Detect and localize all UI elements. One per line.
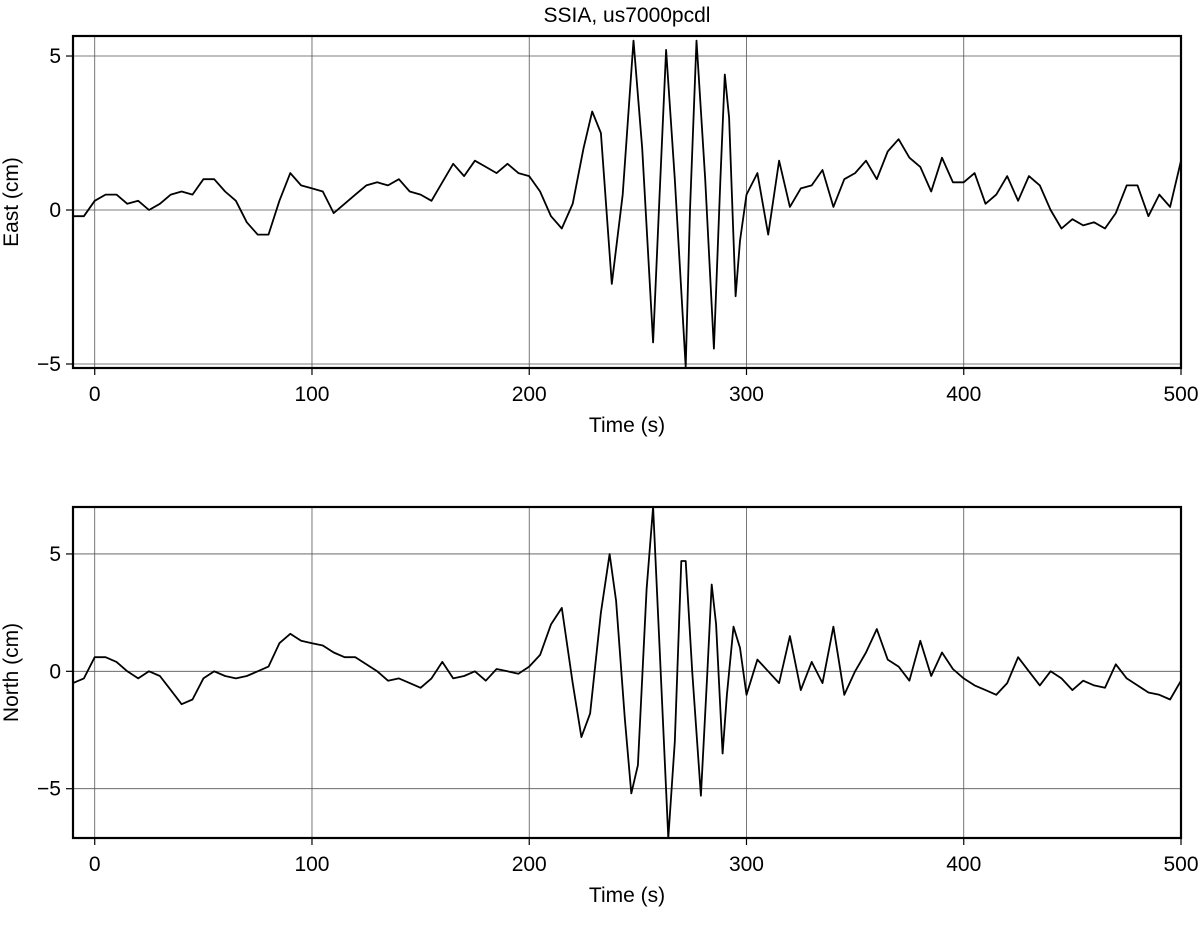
y-tick-label: 0 (49, 660, 61, 683)
x-tick-label: 200 (512, 383, 547, 406)
x-axis-label: Time (s) (589, 414, 665, 437)
x-tick-label: 0 (89, 383, 101, 406)
x-tick-label: 300 (729, 383, 764, 406)
y-tick-label: 0 (49, 199, 61, 222)
x-tick-label: 500 (1163, 383, 1198, 406)
x-tick-label: 100 (294, 383, 329, 406)
x-tick-label: 400 (946, 853, 981, 876)
data-line (73, 39, 1182, 368)
x-tick-label: 200 (512, 853, 547, 876)
x-tick-label: 0 (89, 853, 101, 876)
y-tick-label: 5 (49, 543, 61, 566)
plot-frame (71, 505, 1183, 840)
y-axis-label: North (cm) (0, 623, 23, 722)
x-tick-label: 400 (946, 383, 981, 406)
plot-frame (71, 34, 1183, 370)
x-tick-label: 500 (1163, 853, 1198, 876)
chart-title: SSIA, us7000pcdl (544, 4, 711, 27)
x-axis-label: Time (s) (589, 884, 665, 907)
y-tick-label: 5 (49, 45, 61, 68)
y-axis-label: East (cm) (0, 157, 23, 247)
x-tick-label: 100 (294, 853, 329, 876)
x-tick-label: 300 (729, 853, 764, 876)
y-tick-label: −5 (37, 778, 61, 801)
data-line (72, 506, 1182, 839)
y-tick-label: −5 (37, 353, 61, 376)
